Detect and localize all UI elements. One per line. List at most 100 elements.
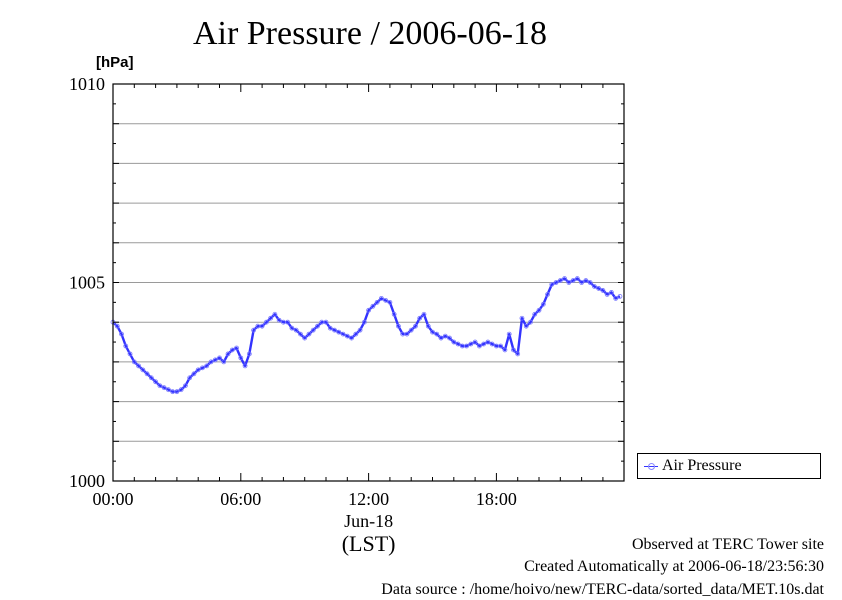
data-point [195, 367, 201, 373]
data-point [455, 341, 461, 347]
data-point [131, 359, 137, 365]
data-point [425, 323, 431, 329]
data-point [442, 333, 448, 339]
y-tick-label: 1000 [69, 471, 105, 491]
x-tick-label: 18:00 [476, 489, 517, 509]
x-tick-label: 06:00 [220, 489, 261, 509]
data-point [506, 331, 512, 337]
data-point [434, 331, 440, 337]
footer-created: Created Automatically at 2006-06-18/23:5… [524, 558, 824, 575]
data-point [293, 327, 299, 333]
data-point [600, 288, 606, 293]
data-point [136, 363, 141, 369]
data-point [498, 343, 504, 349]
data-point [212, 357, 218, 363]
data-point [140, 367, 146, 373]
data-point [204, 363, 210, 369]
data-point [553, 280, 559, 285]
data-point [272, 311, 278, 317]
chart-title: Air Pressure / 2006-06-18 [192, 15, 548, 52]
data-point [217, 355, 222, 361]
data-point [276, 317, 282, 323]
data-point [408, 327, 414, 333]
data-point [246, 351, 252, 357]
data-point [545, 292, 550, 297]
data-point [114, 323, 120, 329]
data-point [374, 299, 380, 305]
y-axis-unit: [hPa] [96, 54, 134, 71]
x-tick-label: 00:00 [92, 489, 133, 509]
legend-label: Air Pressure [662, 457, 742, 474]
data-point [523, 323, 529, 329]
data-point [481, 341, 487, 347]
data-point [604, 292, 610, 297]
data-point [515, 351, 521, 357]
data-point [238, 355, 244, 361]
data-point [591, 284, 597, 289]
data-point [536, 307, 542, 313]
data-point [340, 331, 346, 337]
y-tick-label: 1005 [69, 273, 105, 293]
data-point [609, 290, 614, 295]
data-point [323, 319, 329, 325]
data-point [438, 335, 444, 341]
data-point [332, 327, 337, 333]
data-point [464, 343, 469, 349]
axis-ticks [112, 83, 625, 482]
data-point [566, 280, 572, 285]
axis-labels: 1000 1005 1010 00:00 06:00 12:00 18:00 Jun-18(L… [69, 74, 517, 556]
data-point [396, 323, 401, 329]
data-point [157, 383, 163, 389]
data-point [370, 303, 376, 309]
data-point [583, 278, 589, 283]
legend: Air Pressure [637, 453, 821, 479]
footer-observed: Observed at TERC Tower site [631, 536, 824, 553]
data-point [574, 276, 580, 281]
data-point [353, 331, 359, 337]
data-point [511, 347, 516, 353]
data-point [596, 286, 602, 291]
data-point [570, 278, 576, 283]
data-point [617, 293, 623, 299]
x-tick-label: 12:00 [348, 489, 389, 509]
data-point [447, 335, 452, 341]
data-point [289, 325, 295, 331]
data-point [502, 347, 508, 353]
y-tick-label: 1010 [69, 74, 105, 94]
data-point [383, 297, 389, 303]
data-point [259, 323, 265, 329]
data-point [225, 351, 231, 357]
series-line [112, 277, 621, 393]
data-point [187, 375, 193, 381]
data-point [391, 311, 397, 317]
data-point [532, 311, 538, 317]
data-point [421, 311, 427, 317]
data-point [191, 371, 197, 377]
data-point [183, 383, 188, 389]
data-point [357, 327, 363, 333]
legend-line-marker-icon [644, 462, 658, 470]
data-point [251, 327, 256, 333]
data-point [579, 280, 585, 285]
data-point [587, 280, 593, 285]
data-point [361, 319, 367, 325]
data-point [263, 319, 269, 325]
data-point [613, 295, 619, 301]
data-point [178, 387, 184, 393]
data-point [302, 335, 308, 341]
data-point [306, 331, 312, 337]
data-point [349, 335, 354, 341]
data-point [161, 385, 167, 391]
timezone-label: (LST) [342, 531, 396, 556]
date-label: Jun-18 [344, 511, 393, 531]
data-point [327, 325, 333, 331]
data-point [472, 339, 478, 345]
data-point [174, 389, 180, 395]
data-point [234, 345, 239, 351]
data-point [123, 343, 129, 349]
data-point [528, 319, 533, 325]
data-point [208, 359, 214, 365]
data-point [336, 329, 342, 335]
data-point [468, 341, 474, 347]
